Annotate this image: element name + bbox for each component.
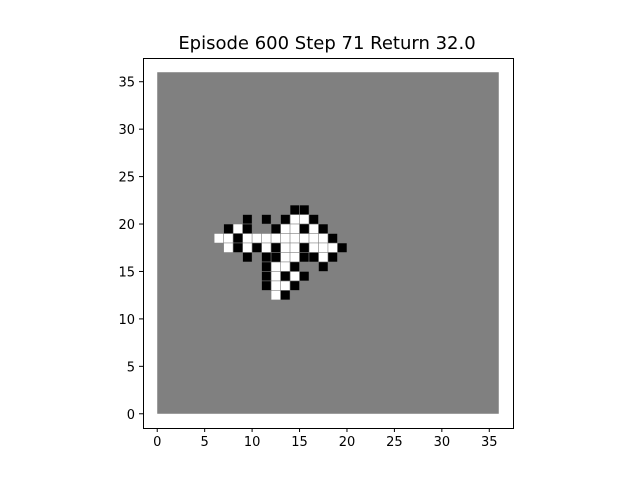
wall-cell [318,261,329,272]
wall-cell [289,261,300,272]
wall-cell [327,252,338,263]
x-tick-label: 35 [481,435,498,450]
wall-cell [299,252,310,263]
open-cell [299,214,310,225]
wall-cell [242,223,253,234]
x-tick-label: 5 [201,435,209,450]
wall-cell [261,214,272,225]
open-cell [270,290,281,301]
wall-cell [232,233,243,244]
wall-cell [299,271,310,282]
wall-cell [299,242,310,253]
wall-cell [261,280,272,291]
wall-cell [270,223,281,234]
open-cell [270,261,281,272]
x-tick-label: 20 [339,435,356,450]
wall-cell [242,214,253,225]
open-cell [289,271,300,282]
open-cell [308,242,319,253]
open-cell [308,233,319,244]
x-tick-label: 0 [153,435,161,450]
wall-cell [280,290,291,301]
wall-cell [280,214,291,225]
board-cells [213,204,348,301]
game-board [157,72,499,414]
open-cell [318,233,329,244]
wall-cell [270,242,281,253]
open-cell [280,242,291,253]
wall-cell [318,223,329,234]
wall-cell [308,214,319,225]
open-cell [289,233,300,244]
open-cell [280,233,291,244]
open-cell [242,242,253,253]
open-cell [270,280,281,291]
plot-title: Episode 600 Step 71 Return 32.0 [178,33,475,54]
wall-cell [261,261,272,272]
open-cell [318,252,329,263]
open-cell [280,280,291,291]
wall-cell [308,252,319,263]
x-axis: 0 5 10 15 20 25 30 35 [153,428,498,450]
y-tick-label: 5 [127,360,135,375]
wall-cell [261,252,272,263]
open-cell [289,214,300,225]
y-tick-label: 30 [118,123,135,138]
y-tick-label: 20 [118,218,135,233]
wall-cell [327,233,338,244]
x-tick-label: 10 [244,435,261,450]
wall-cell [232,242,243,253]
y-tick-label: 0 [127,408,135,423]
open-cell [308,223,319,234]
open-cell [223,233,234,244]
wall-cell [261,271,272,282]
wall-cell [289,280,300,291]
open-cell [242,233,253,244]
open-cell [251,233,262,244]
wall-cell [251,242,262,253]
wall-cell [299,223,310,234]
wall-cell [337,242,348,253]
wall-cell [299,204,310,215]
open-cell [270,233,281,244]
y-axis: 0 5 10 15 20 25 30 35 [118,76,143,423]
open-cell [213,233,224,244]
open-cell [280,252,291,263]
wall-cell [289,204,300,215]
axes-frame [143,58,514,429]
x-tick-label: 15 [291,435,308,450]
wall-cell [223,223,234,234]
wall-cell [280,271,291,282]
open-cell [261,233,272,244]
open-cell [289,223,300,234]
y-tick-label: 25 [118,171,135,186]
wall-cell [242,252,253,263]
open-cell [270,271,281,282]
open-cell [318,242,329,253]
y-tick-label: 10 [118,313,135,328]
y-tick-label: 35 [118,76,135,91]
open-cell [299,233,310,244]
x-tick-label: 25 [386,435,403,450]
open-cell [280,261,291,272]
y-tick-label: 15 [118,265,135,280]
open-cell [289,242,300,253]
open-cell [289,252,300,263]
open-cell [327,242,338,253]
open-cell [280,223,291,234]
open-cell [232,223,243,234]
open-cell [223,242,234,253]
x-tick-label: 30 [434,435,451,450]
wall-cell [270,252,281,263]
open-cell [261,242,272,253]
